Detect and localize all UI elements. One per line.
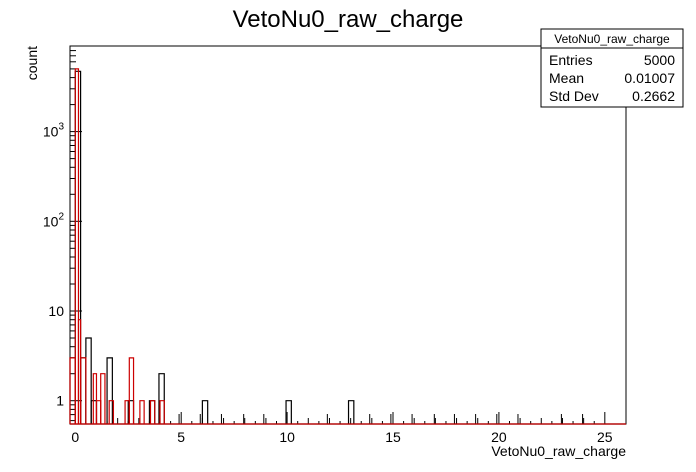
histogram-bin: [95, 400, 102, 424]
x-tick-label: 0: [71, 429, 79, 445]
histogram-series: [69, 68, 626, 425]
histogram-bin: [201, 400, 209, 424]
histogram-bin: [128, 357, 135, 424]
histogram-bin: [106, 357, 113, 424]
histogram-bin: [85, 337, 92, 424]
x-tick-label: 25: [597, 429, 613, 445]
stats-box-title: VetoNu0_raw_charge: [554, 32, 670, 46]
y-tick-label-base: 1: [56, 393, 64, 409]
histogram-bin: [74, 68, 80, 424]
histogram-bin: [79, 357, 87, 424]
y-tick-label: 103: [43, 122, 65, 140]
histogram-bin: [139, 400, 145, 424]
y-tick-label: 102: [43, 211, 65, 229]
chart-title: VetoNu0_raw_charge: [233, 6, 464, 33]
histogram-bin: [92, 373, 98, 424]
y-tick-label-base: 10: [43, 213, 59, 229]
histogram-bin: [100, 373, 106, 424]
y-tick-label-exponent: 3: [58, 122, 64, 133]
stats-stddev-value: 0.2662: [632, 88, 675, 104]
histogram-bin: [69, 357, 76, 424]
histogram-bin: [159, 400, 165, 424]
axis-ticks: [70, 45, 606, 424]
bin-stubs: [178, 414, 584, 424]
histogram-bin: [285, 400, 292, 424]
series-1: [69, 68, 626, 425]
y-tick-label-base: 10: [48, 303, 64, 319]
y-tick-label-base: 10: [43, 124, 59, 140]
stats-mean-label: Mean: [549, 70, 584, 86]
histogram-bin: [347, 400, 355, 424]
stats-entries-value: 5000: [644, 52, 675, 68]
histogram-bin: [158, 373, 165, 424]
histogram-bin: [69, 357, 76, 424]
stats-stddev-label: Std Dev: [549, 88, 599, 104]
histogram-bin: [149, 400, 156, 424]
x-tick-label: 15: [385, 429, 401, 445]
stats-box-frame: [540, 28, 684, 108]
y-tick-label: 10: [48, 303, 64, 319]
histogram-bin: [79, 357, 87, 424]
histogram-bin: [108, 400, 115, 424]
y-axis-label: count: [24, 46, 40, 80]
x-axis-label: VetoNu0_raw_charge: [491, 443, 626, 459]
x-tick-label: 10: [279, 429, 295, 445]
stats-entries-label: Entries: [549, 52, 593, 68]
x-tick-label: 20: [491, 429, 507, 445]
stats-box: VetoNu0_raw_charge Entries 5000 Mean 0.0…: [540, 28, 684, 108]
y-tick-label: 1: [56, 393, 64, 409]
stats-mean-value: 0.01007: [624, 70, 675, 86]
x-tick-label: 5: [177, 429, 185, 445]
y-tick-label-exponent: 2: [58, 211, 64, 222]
series-0: [69, 70, 626, 425]
